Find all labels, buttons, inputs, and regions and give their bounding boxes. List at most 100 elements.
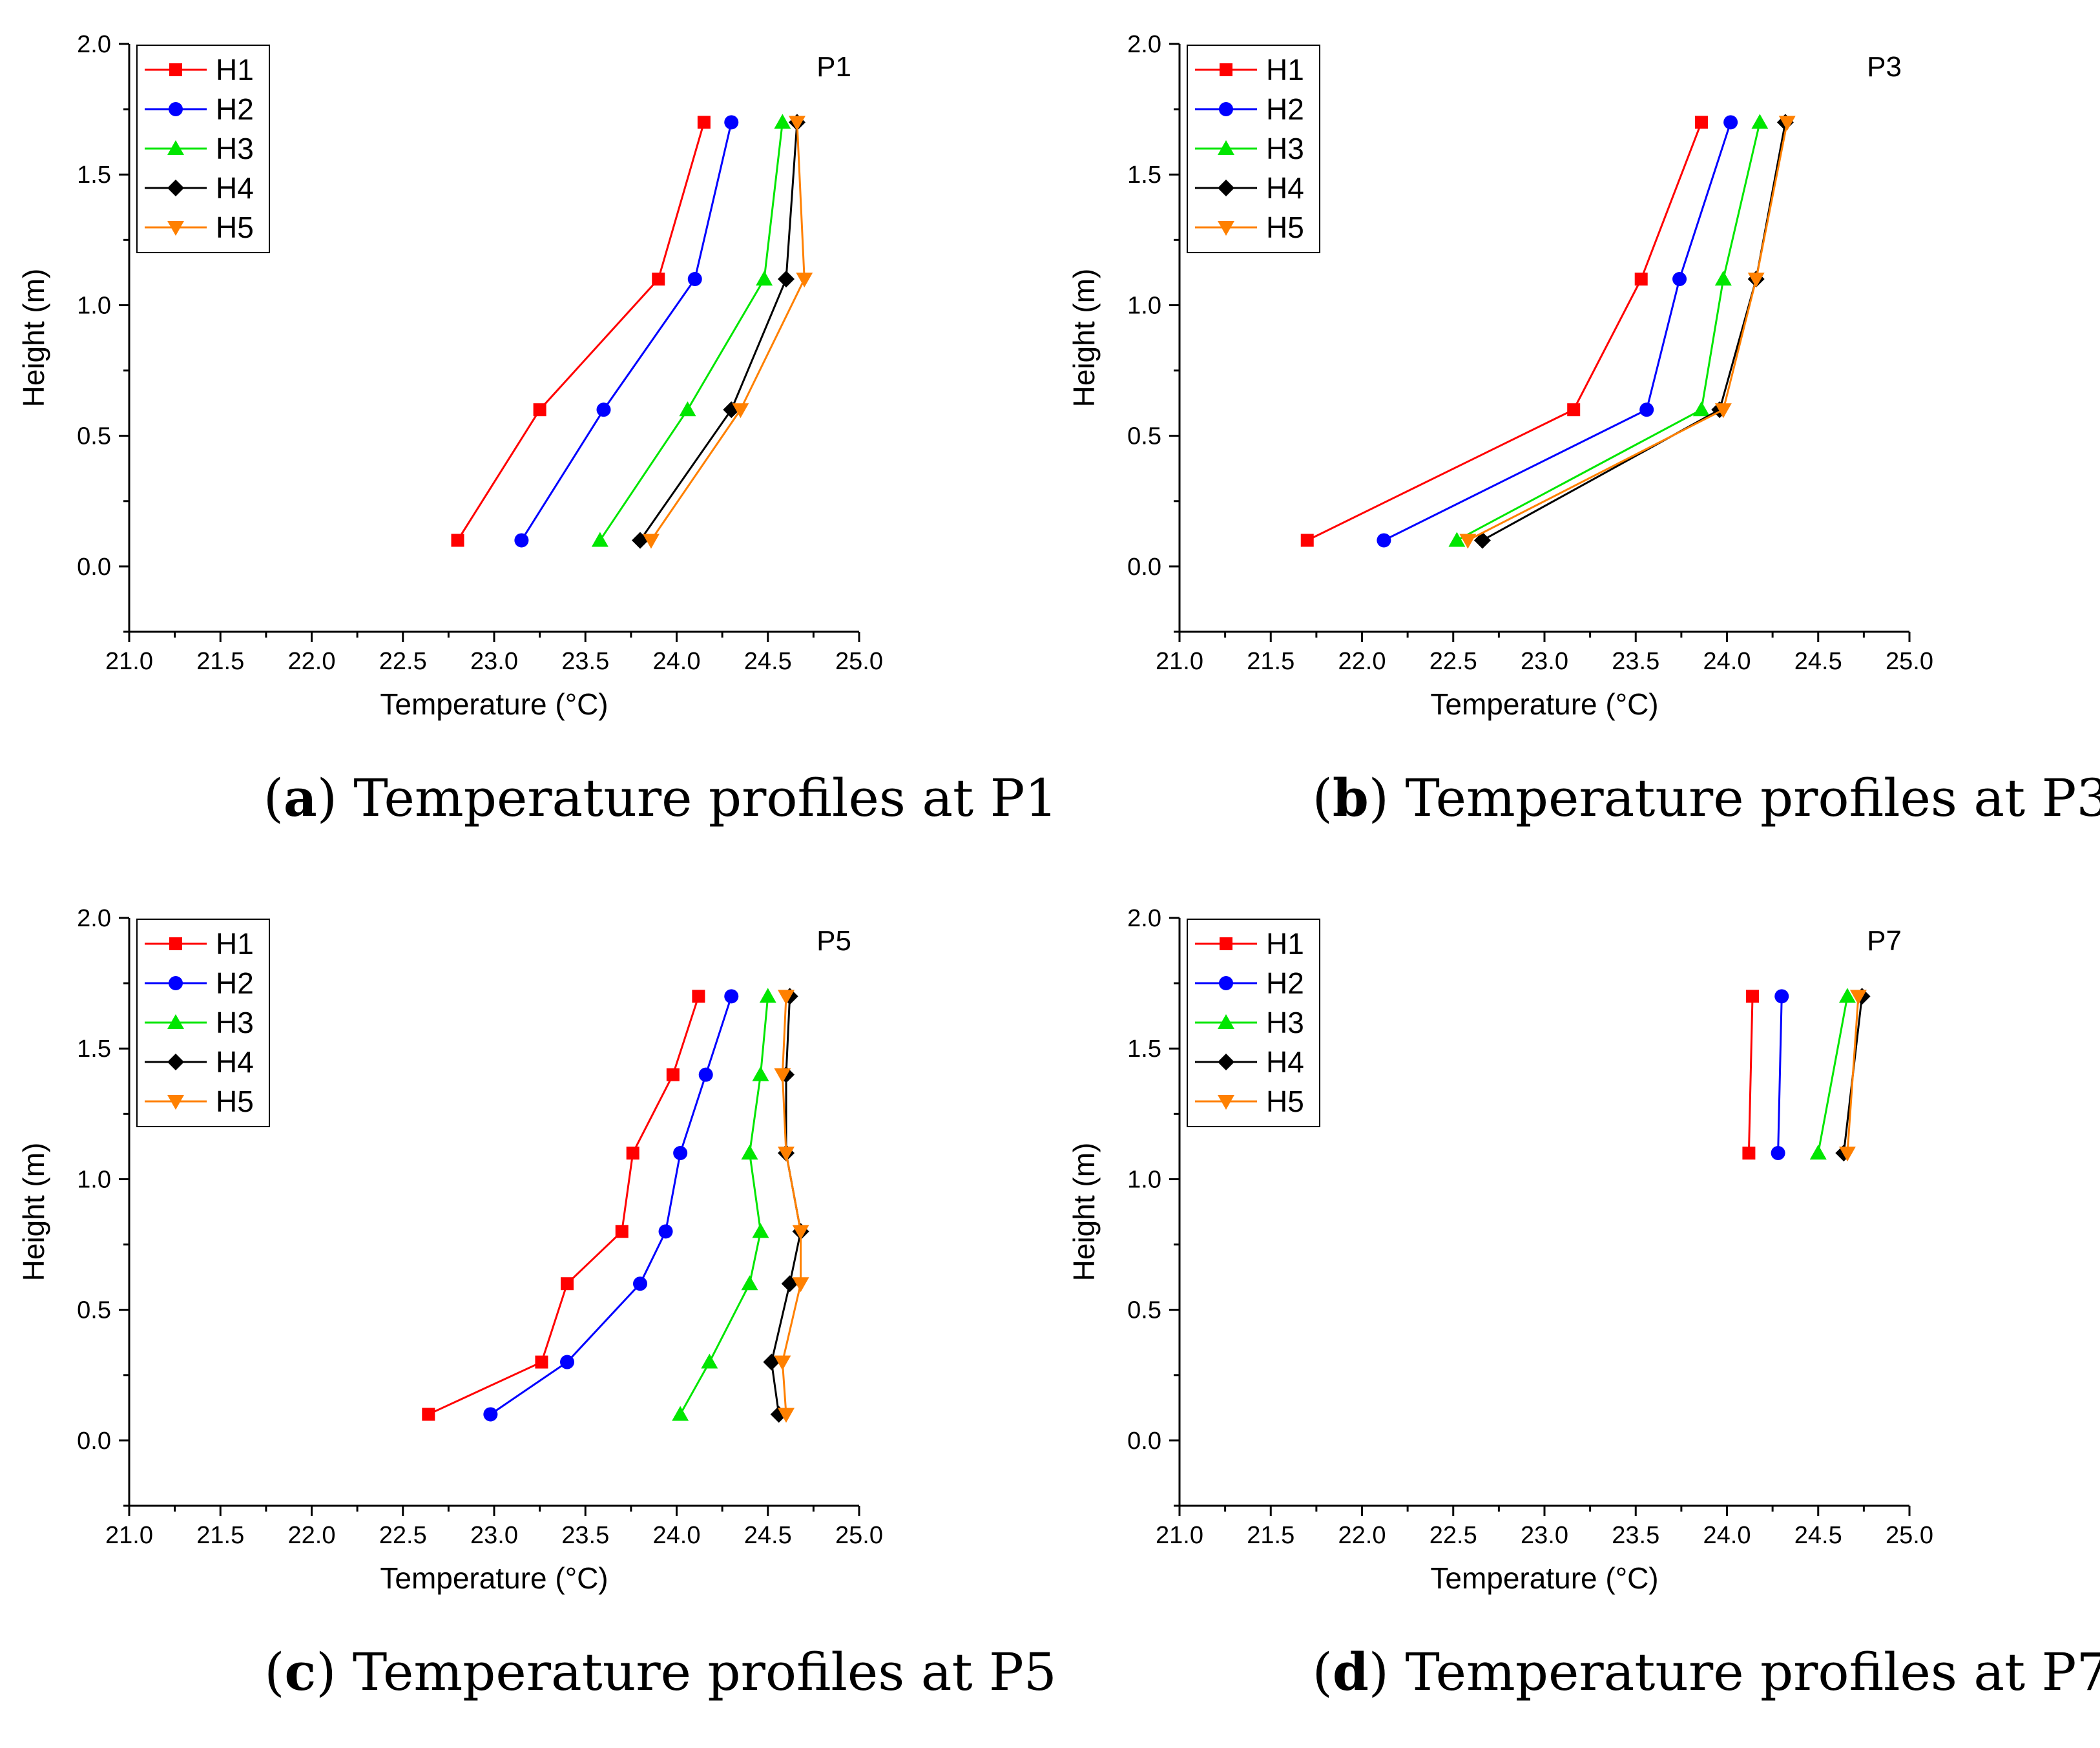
legend-item-h3: H3 (145, 1006, 254, 1039)
chart-p3: 21.0 21.5 22.0 22.5 23.0 23.5 24.0 24.5 25.0 0.0 0… (1067, 31, 1933, 721)
data-point (1714, 403, 1732, 419)
legend-marker (1220, 937, 1232, 950)
series-h5 (642, 116, 813, 549)
legend-marker (169, 976, 183, 990)
x-tick-label: 22.5 (1429, 648, 1477, 675)
x-tick-label: 21.5 (1247, 1522, 1294, 1549)
legend-item-h1: H1 (145, 53, 254, 87)
series-line (1817, 996, 1849, 1154)
series-h2 (514, 115, 739, 548)
legend-label: H1 (216, 927, 254, 961)
data-point (1849, 990, 1867, 1005)
x-tick-label: 23.0 (470, 1522, 518, 1549)
data-point (778, 990, 795, 1005)
data-point (1634, 273, 1648, 286)
data-point (792, 1277, 809, 1293)
axes: 21.0 21.5 22.0 22.5 23.0 23.5 24.0 24.5 25.0 0.0 0… (1127, 905, 1933, 1549)
data-point (652, 273, 665, 286)
panel-tag: P3 (1867, 51, 1902, 83)
data-point (1377, 533, 1391, 548)
data-point (724, 989, 739, 1004)
data-point (1692, 401, 1710, 417)
series-line (1846, 996, 1860, 1154)
series-h2 (1771, 989, 1789, 1160)
series-h5 (774, 990, 809, 1423)
caption-letter: d (1332, 1641, 1369, 1702)
data-point (591, 532, 608, 547)
legend-label: H1 (1266, 927, 1304, 961)
legend-label: H5 (1266, 1085, 1304, 1118)
x-tick-label: 24.0 (653, 1522, 701, 1549)
legend-marker (167, 221, 184, 236)
data-point (1300, 534, 1314, 547)
y-tick-label: 2.0 (77, 31, 111, 58)
legend-item-h4: H4 (1195, 1045, 1304, 1079)
y-tick-label: 0.0 (77, 1428, 111, 1455)
data-point (1567, 403, 1581, 417)
chart-p1: 21.0 21.5 22.0 22.5 23.0 23.5 24.0 24.5 25.0 0.0 0… (17, 31, 883, 721)
series-h1 (1742, 990, 1760, 1160)
series-h5 (1838, 990, 1867, 1161)
x-tick-label: 21.0 (1156, 648, 1203, 675)
legend-label: H2 (1266, 92, 1304, 126)
series-line (490, 995, 733, 1415)
data-point (596, 402, 611, 417)
y-tick-label: 1.0 (77, 1166, 111, 1193)
data-point (687, 272, 702, 286)
legend-label: H1 (216, 53, 254, 87)
data-point (752, 1223, 769, 1238)
x-tick-label: 22.0 (288, 648, 336, 675)
data-point (1771, 1146, 1785, 1160)
x-axis-title: Temperature (°C) (380, 1561, 608, 1595)
legend-marker (169, 937, 182, 950)
data-point (778, 271, 795, 287)
data-point (701, 1353, 718, 1369)
x-tick-label: 23.0 (1521, 1522, 1568, 1549)
caption-text: Temperature profiles at P3 (1405, 768, 2100, 828)
data-point (1459, 534, 1477, 549)
x-tick-label: 24.0 (1703, 1522, 1751, 1549)
data-point (1672, 272, 1687, 286)
legend-marker (167, 1095, 184, 1110)
caption-letter: c (284, 1641, 317, 1702)
series-line (679, 996, 769, 1415)
series-line (1456, 121, 1761, 541)
legend-marker (1219, 102, 1233, 116)
data-point (1809, 1145, 1827, 1160)
legend-marker (1218, 1014, 1234, 1029)
legend-label: H2 (216, 966, 254, 1000)
series-line (1747, 996, 1754, 1154)
y-tick-label: 1.5 (1127, 1035, 1161, 1063)
panel-tag: P5 (816, 925, 851, 957)
caption-text: Temperature profiles at P1 (353, 768, 1058, 828)
data-point (633, 1276, 647, 1291)
x-axis-title: Temperature (°C) (380, 687, 608, 721)
legend-marker (1218, 1095, 1234, 1110)
data-point (759, 988, 776, 1003)
data-point (1746, 990, 1760, 1003)
y-axis-title: Height (m) (17, 1143, 50, 1282)
series-h2 (1377, 115, 1738, 548)
data-point (774, 114, 791, 129)
x-tick-label: 22.0 (1338, 1522, 1386, 1549)
legend-marker (1218, 1054, 1234, 1070)
y-tick-label: 0.5 (1127, 1297, 1161, 1324)
series-line (650, 122, 806, 541)
legend-item-h5: H5 (1195, 1085, 1304, 1118)
caption-d: (d) Temperature profiles at P7 (1050, 1636, 2100, 1707)
legend-item-h2: H2 (1195, 966, 1304, 1000)
data-point (483, 1407, 498, 1422)
y-tick-label: 0.5 (77, 423, 111, 450)
series-line (1482, 122, 1787, 541)
legend-label: H3 (1266, 1006, 1304, 1039)
x-tick-label: 23.0 (1521, 648, 1568, 675)
data-point (1751, 114, 1769, 129)
panel-d: 21.0 21.5 22.0 22.5 23.0 23.5 24.0 24.5 25.0 0.0 0… (1050, 874, 2100, 1748)
series-line (1383, 121, 1732, 541)
x-tick-label: 24.5 (1794, 1522, 1842, 1549)
data-point (774, 1068, 791, 1083)
x-tick-label: 22.5 (1429, 1522, 1477, 1549)
x-tick-label: 25.0 (835, 1522, 883, 1549)
data-point (792, 1225, 809, 1240)
data-point (679, 401, 696, 417)
